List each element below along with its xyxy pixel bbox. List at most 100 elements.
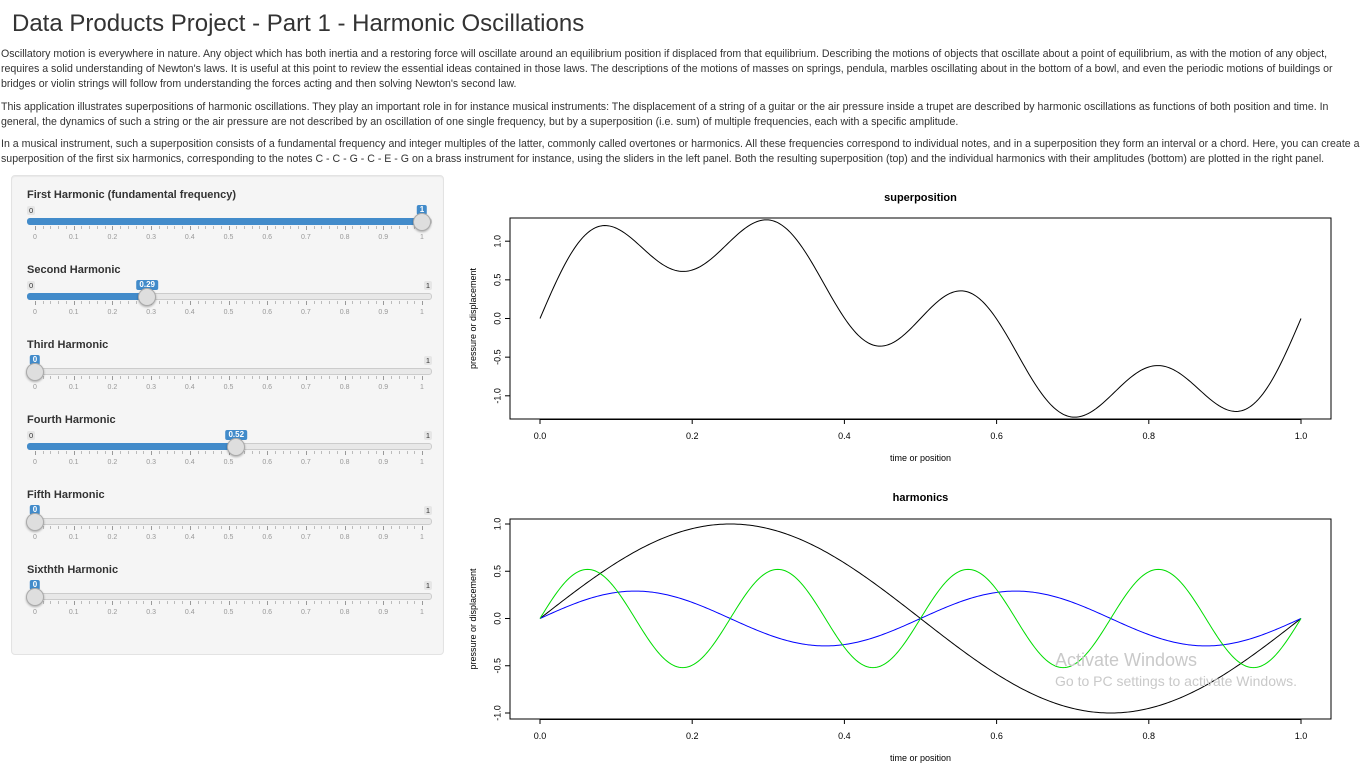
slider-minor-tick — [213, 451, 215, 454]
slider-minor-tick — [197, 376, 199, 379]
slider-label: Sixthth Harmonic — [27, 564, 119, 576]
slider-minor-tick — [251, 526, 253, 529]
slider-minor-tick — [81, 226, 83, 229]
slider-minor-tick — [104, 601, 106, 604]
slider-major-tick — [267, 301, 269, 305]
y-tick-label: -1.0 — [492, 705, 502, 721]
slider-minor-tick — [414, 451, 416, 454]
slider-minor-tick — [120, 226, 122, 229]
slider-major-tick — [422, 301, 423, 305]
slider-tick-label: 0.1 — [68, 384, 79, 391]
slider-minor-tick — [58, 301, 60, 304]
slider-minor-tick — [205, 226, 207, 229]
series-line-1 — [539, 219, 1302, 418]
slider-minor-tick — [166, 301, 168, 304]
slider-minor-tick — [65, 226, 67, 229]
slider-fill — [27, 293, 148, 300]
slider-minor-tick — [313, 526, 315, 529]
slider-minor-tick — [391, 226, 393, 229]
x-tick-label: 0.2 — [686, 731, 699, 741]
slider-minor-tick — [96, 301, 98, 304]
slider-tick-label: 0.8 — [339, 384, 350, 391]
intro-paragraph-1: Oscillatory motion is everywhere in natu… — [1, 48, 1333, 90]
slider-value-label: 0 — [29, 580, 41, 590]
slider-tick-label: 0.9 — [378, 534, 389, 541]
slider-major-tick — [344, 376, 346, 380]
slider-tick-label: 1 — [420, 459, 424, 466]
slider-minor-tick — [352, 301, 354, 304]
slider-value-label: 0.29 — [136, 280, 159, 290]
slider-track[interactable] — [27, 368, 432, 375]
slider-tick-label: 0 — [33, 459, 37, 466]
slider-minor-tick — [58, 376, 60, 379]
x-axis-label: time or position — [890, 453, 951, 463]
slider-major-tick — [151, 451, 153, 455]
slider-minor-tick — [89, 301, 91, 304]
x-tick-label: 0.0 — [534, 431, 547, 441]
slider-minor-tick — [58, 526, 60, 529]
slider-handle[interactable] — [26, 588, 44, 606]
slider-track[interactable] — [27, 518, 432, 525]
slider-minor-tick — [367, 226, 369, 229]
slider-minor-tick — [398, 301, 400, 304]
slider-minor-tick — [375, 601, 377, 604]
slider-minor-tick — [274, 376, 276, 379]
slider-minor-tick — [282, 226, 284, 229]
slider-track[interactable] — [27, 593, 432, 600]
slider-group-4: Fourth Harmonic 0 1 0.52 0 0.1 0.2 0.3 0.4 0.5 0.6… — [27, 414, 432, 486]
slider-major-tick — [228, 601, 230, 605]
slider-minor-tick — [42, 226, 44, 229]
slider-minor-tick — [50, 601, 52, 604]
slider-minor-tick — [65, 376, 67, 379]
slider-handle[interactable] — [227, 438, 246, 456]
slider-handle[interactable] — [138, 288, 157, 306]
slider-minor-tick — [243, 526, 245, 529]
slider-minor-tick — [336, 451, 338, 454]
slider-handle[interactable] — [26, 513, 44, 531]
slider-minor-tick — [360, 301, 362, 304]
slider-minor-tick — [398, 451, 400, 454]
slider-major-tick — [422, 376, 423, 380]
slider-minor-tick — [89, 526, 91, 529]
slider-ticks: 0 0.1 0.2 0.3 0.4 0.5 0.6 0.7 0.8 0.9 1 — [27, 301, 432, 321]
slider-ticks: 0 0.1 0.2 0.3 0.4 0.5 0.6 0.7 0.8 0.9 1 — [27, 601, 432, 621]
slider-handle[interactable] — [413, 213, 431, 231]
slider-minor-tick — [290, 226, 292, 229]
slider-minor-tick — [321, 451, 323, 454]
slider-minor-tick — [65, 601, 67, 604]
slider-major-tick — [151, 601, 153, 605]
intro-paragraph-2: This application illustrates superpositi… — [1, 101, 1329, 128]
slider-minor-tick — [135, 226, 137, 229]
slider-handle[interactable] — [26, 363, 44, 381]
slider-minor-tick — [89, 376, 91, 379]
slider-minor-tick — [406, 601, 408, 604]
slider-minor-tick — [89, 226, 91, 229]
slider-tick-label: 1 — [420, 234, 424, 241]
slider-minor-tick — [406, 526, 408, 529]
slider-major-tick — [189, 601, 191, 605]
slider-minor-tick — [158, 526, 160, 529]
slider-major-tick — [344, 601, 346, 605]
slider-minor-tick — [220, 376, 222, 379]
slider-minor-tick — [96, 226, 98, 229]
slider-tick-label: 0.2 — [107, 609, 118, 616]
slider-tick-label: 0.4 — [184, 384, 195, 391]
slider-minor-tick — [414, 526, 416, 529]
slider-minor-tick — [375, 376, 377, 379]
slider-minor-tick — [104, 376, 106, 379]
slider-minor-tick — [81, 601, 83, 604]
slider-minor-tick — [89, 601, 91, 604]
slider-tick-label: 0.3 — [146, 534, 156, 541]
slider-major-tick — [35, 226, 36, 230]
slider-tick-label: 1 — [420, 384, 424, 391]
slider-group-2: Second Harmonic 0 1 0.29 0 0.1 0.2 0.3 0.4 0.5 0.6… — [27, 264, 432, 336]
x-tick-label: 0.0 — [534, 731, 547, 741]
slider-major-tick — [383, 526, 385, 530]
slider-minor-tick — [236, 526, 238, 529]
slider-group-5: Fifth Harmonic01000.10.20.30.40.50.60.70… — [26, 489, 432, 561]
slider-tick-label: 0.1 — [68, 534, 79, 541]
slider-major-tick — [267, 226, 269, 230]
slider-minor-tick — [81, 301, 83, 304]
slider-minor-tick — [336, 226, 338, 229]
slider-major-tick — [228, 526, 230, 530]
